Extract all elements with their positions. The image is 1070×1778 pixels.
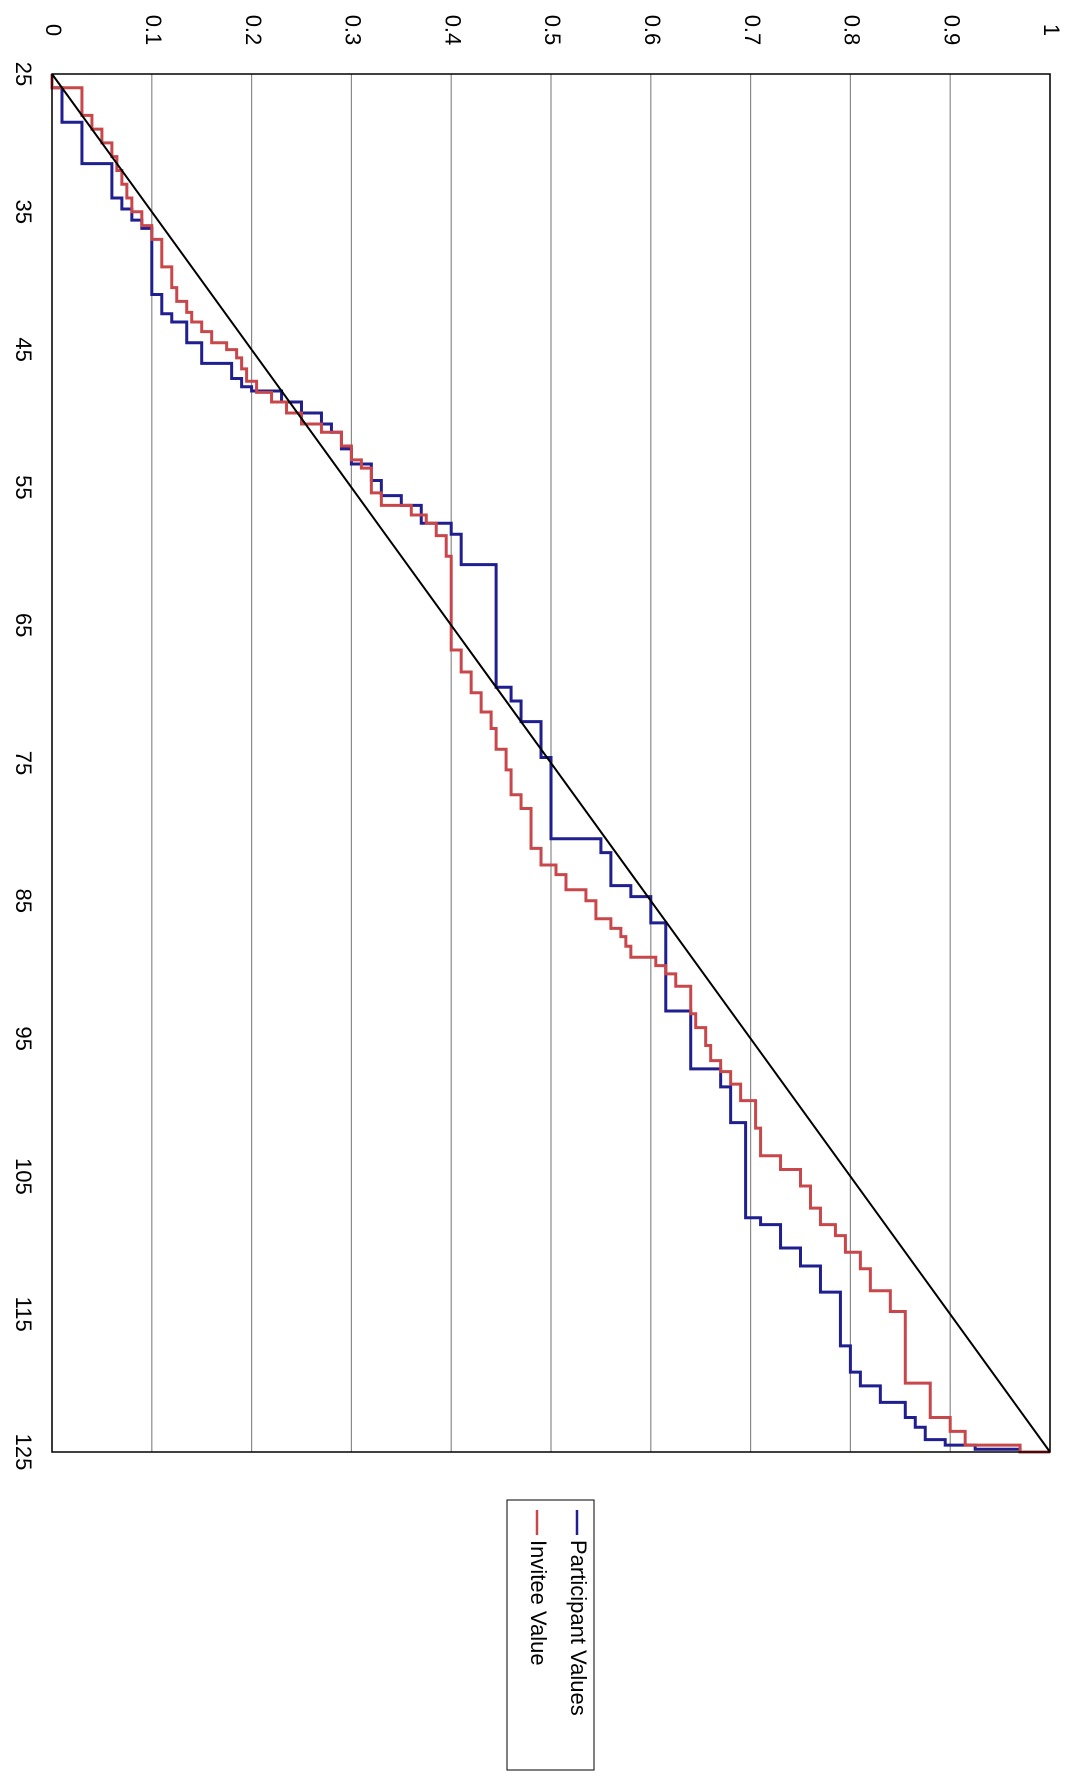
y-tick-label-3: 0.3 xyxy=(341,15,366,46)
legend: Participant Values Invitee Value xyxy=(506,1499,595,1771)
y-tick-label-8: 0.8 xyxy=(840,15,865,46)
y-tick-label-10: 1 xyxy=(1039,24,1064,36)
legend-label-1: Invitee Value xyxy=(526,1540,551,1666)
y-axis-tick-labels: 0 0.1 0.2 0.3 0.4 0.5 0.6 0.7 0.8 0.9 1 xyxy=(41,15,1064,46)
x-tick-label-8: 105 xyxy=(11,1158,36,1195)
x-tick-label-0: 25 xyxy=(11,62,36,86)
legend-box xyxy=(506,1499,595,1771)
y-tick-label-2: 0.2 xyxy=(241,15,266,46)
x-tick-label-9: 115 xyxy=(11,1297,36,1332)
series-participant-values xyxy=(50,74,1050,1454)
plot-frame xyxy=(51,73,1051,1453)
legend-label-0: Participant Values xyxy=(566,1540,591,1716)
y-tick-label-7: 0.7 xyxy=(740,15,765,46)
series-reference-diagonal xyxy=(51,73,1051,1453)
y-tick-label-1: 0.1 xyxy=(141,15,166,46)
x-tick-label-3: 55 xyxy=(11,475,36,499)
x-tick-label-7: 95 xyxy=(11,1026,36,1050)
x-axis-tick-labels: 25 35 45 55 65 75 85 95 105 115 125 xyxy=(11,62,36,1471)
x-tick-label-5: 75 xyxy=(11,751,36,775)
x-tick-label-10: 125 xyxy=(11,1434,36,1471)
x-tick-label-2: 45 xyxy=(11,337,36,361)
y-tick-label-5: 0.5 xyxy=(540,15,565,46)
series-layer xyxy=(50,73,1051,1454)
y-tick-label-0: 0 xyxy=(41,24,66,36)
y-tick-label-6: 0.6 xyxy=(640,15,665,46)
x-tick-label-4: 65 xyxy=(11,613,36,637)
y-tick-label-9: 0.9 xyxy=(939,15,964,46)
y-tick-label-4: 0.4 xyxy=(440,15,465,46)
x-tick-label-1: 35 xyxy=(11,200,36,224)
x-tick-label-6: 85 xyxy=(11,889,36,913)
series-invitee-value xyxy=(50,74,1050,1454)
